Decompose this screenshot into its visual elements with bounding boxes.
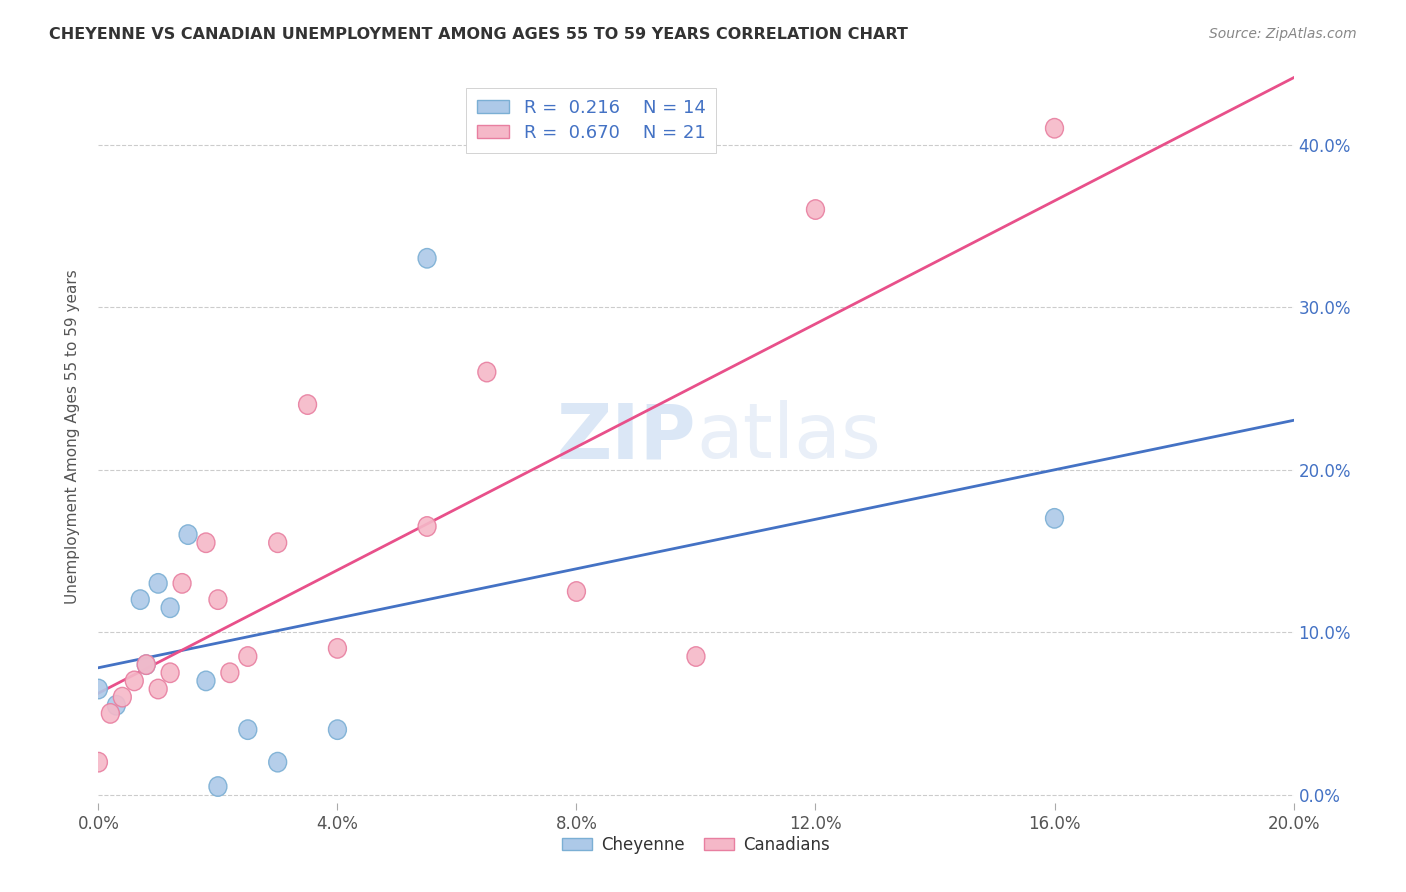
Ellipse shape [90,753,107,772]
Ellipse shape [101,704,120,723]
Ellipse shape [239,720,257,739]
Ellipse shape [179,524,197,544]
Text: ZIP: ZIP [557,401,696,474]
Ellipse shape [173,574,191,593]
Text: CHEYENNE VS CANADIAN UNEMPLOYMENT AMONG AGES 55 TO 59 YEARS CORRELATION CHART: CHEYENNE VS CANADIAN UNEMPLOYMENT AMONG … [49,27,908,42]
Ellipse shape [209,590,226,609]
Ellipse shape [298,395,316,414]
Text: Source: ZipAtlas.com: Source: ZipAtlas.com [1209,27,1357,41]
Ellipse shape [114,688,131,706]
Ellipse shape [107,696,125,715]
Ellipse shape [269,753,287,772]
Ellipse shape [239,647,257,666]
Ellipse shape [478,362,496,382]
Y-axis label: Unemployment Among Ages 55 to 59 years: Unemployment Among Ages 55 to 59 years [65,269,80,605]
Ellipse shape [329,639,346,658]
Ellipse shape [807,200,824,219]
Ellipse shape [138,655,155,674]
Ellipse shape [131,590,149,609]
Ellipse shape [90,680,107,698]
Ellipse shape [1046,508,1063,528]
Ellipse shape [688,647,704,666]
Ellipse shape [125,671,143,690]
Text: atlas: atlas [696,401,880,474]
Ellipse shape [197,533,215,552]
Ellipse shape [162,598,179,617]
Ellipse shape [209,777,226,797]
Ellipse shape [1046,119,1063,138]
Ellipse shape [149,680,167,698]
Ellipse shape [162,663,179,682]
Ellipse shape [329,720,346,739]
Ellipse shape [269,533,287,552]
Ellipse shape [138,655,155,674]
Ellipse shape [418,249,436,268]
Ellipse shape [197,671,215,690]
Ellipse shape [418,516,436,536]
Ellipse shape [568,582,585,601]
Ellipse shape [149,574,167,593]
Legend: Cheyenne, Canadians: Cheyenne, Canadians [555,829,837,860]
Ellipse shape [221,663,239,682]
